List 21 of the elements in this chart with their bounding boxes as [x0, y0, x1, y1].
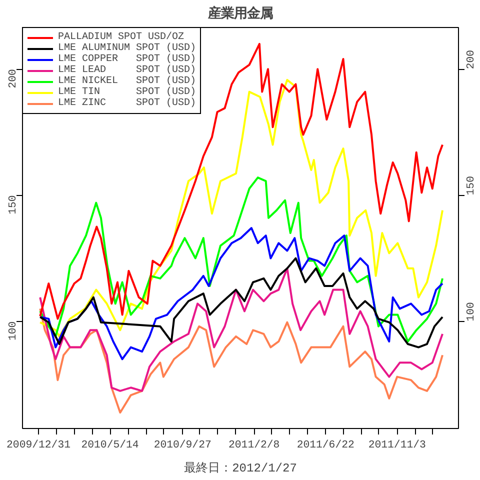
text: 最終日：2012/1/27: [184, 462, 297, 476]
y2-tick-label: 100: [466, 302, 478, 322]
y2-tick-label: 200: [466, 50, 478, 70]
x-tick-label: 2010/9/27: [154, 440, 212, 452]
legend-label: LME TIN SPOT (USD): [58, 87, 196, 98]
x-tick-label: 2011/6/22: [296, 440, 354, 452]
y-tick-label: 100: [8, 321, 20, 340]
legend-label: LME ZINC SPOT (USD): [58, 98, 196, 109]
x-tick-label: 2011/2/8: [228, 440, 280, 452]
legend-label: LME ALUMINUM SPOT (USD): [58, 43, 196, 54]
chart-title: 産業用金属: [207, 6, 273, 22]
x-tick-label: 2010/5/14: [81, 440, 139, 452]
legend-label: LME COPPER SPOT (USD): [58, 54, 196, 65]
y-tick-label: 200: [8, 69, 20, 88]
legend-label: LME NICKEL SPOT (USD): [58, 76, 196, 87]
x-tick-label: 2009/12/31: [6, 440, 70, 452]
y-tick-label: 150: [8, 195, 20, 214]
legend-label: LME LEAD SPOT (USD): [58, 65, 196, 76]
legend-label: PALLADIUM SPOT USD/OZ: [58, 32, 184, 43]
y2-tick-label: 150: [466, 176, 478, 196]
x-tick-label: 2011/11/3: [368, 440, 426, 452]
